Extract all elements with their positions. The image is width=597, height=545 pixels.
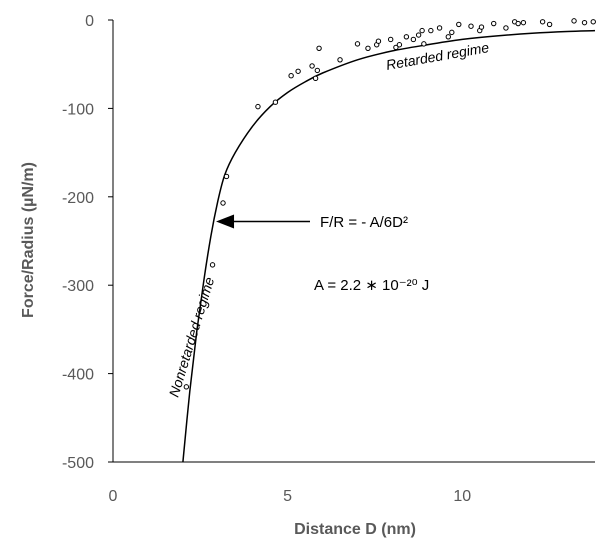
data-point <box>456 21 462 28</box>
y-tick-label: -200 <box>62 190 94 207</box>
data-point <box>520 19 527 26</box>
data-point <box>415 32 422 38</box>
data-point <box>468 23 474 29</box>
x-axis-title: Distance D (nm) <box>294 521 416 538</box>
y-tick-label: -100 <box>62 101 94 118</box>
data-point <box>403 34 410 40</box>
data-point <box>375 38 382 44</box>
data-point <box>183 384 190 390</box>
arrow-head <box>216 214 235 229</box>
data-point <box>546 21 553 28</box>
x-tick-label: 10 <box>453 488 471 505</box>
data-point <box>503 25 509 31</box>
y-tick-label: -500 <box>62 455 94 472</box>
equation-label: F/R = - A/6D² <box>320 214 408 231</box>
data-point <box>539 19 546 25</box>
data-point <box>272 99 279 105</box>
x-tick-label: 5 <box>283 488 292 505</box>
data-point <box>220 200 226 206</box>
y-tick-label: -300 <box>62 278 94 295</box>
data-point <box>387 36 394 43</box>
data-point <box>515 20 521 27</box>
data-point <box>365 45 371 51</box>
data-point <box>410 36 417 43</box>
data-point <box>491 20 497 27</box>
data-point <box>590 19 596 25</box>
y-axis-title: Force/Radius (µN/m) <box>20 162 37 318</box>
data-point <box>393 44 399 51</box>
data-point <box>314 67 321 74</box>
data-point <box>581 19 588 26</box>
data-point <box>436 25 443 31</box>
y-axis-tick-labels: 0 -100 -200 -300 -400 -500 <box>62 13 113 472</box>
data-point <box>209 262 216 268</box>
data-point <box>478 24 485 30</box>
data-point <box>255 103 261 110</box>
fit-curve-line <box>182 29 596 463</box>
x-axis-tick-labels: 0 5 10 <box>109 488 472 505</box>
data-point <box>337 57 343 63</box>
data-point <box>419 27 425 34</box>
data-point <box>288 72 294 79</box>
data-point <box>354 41 361 47</box>
data-point <box>428 27 434 34</box>
data-point <box>421 41 427 47</box>
data-point <box>316 45 322 51</box>
data-point <box>312 75 319 82</box>
data-point <box>295 68 301 74</box>
data-point <box>309 63 315 69</box>
hamaker-constant-label: A = 2.2 ∗ 10⁻²⁰ J <box>314 277 429 294</box>
data-point <box>449 29 455 36</box>
data-point <box>445 34 452 40</box>
data-point <box>396 42 403 48</box>
x-tick-label: 0 <box>109 488 118 505</box>
data-point <box>571 18 577 24</box>
data-points <box>183 18 596 390</box>
equation-arrow <box>216 214 310 229</box>
data-point <box>223 173 230 180</box>
y-tick-label: 0 <box>85 13 94 30</box>
y-tick-label: -400 <box>62 367 94 384</box>
